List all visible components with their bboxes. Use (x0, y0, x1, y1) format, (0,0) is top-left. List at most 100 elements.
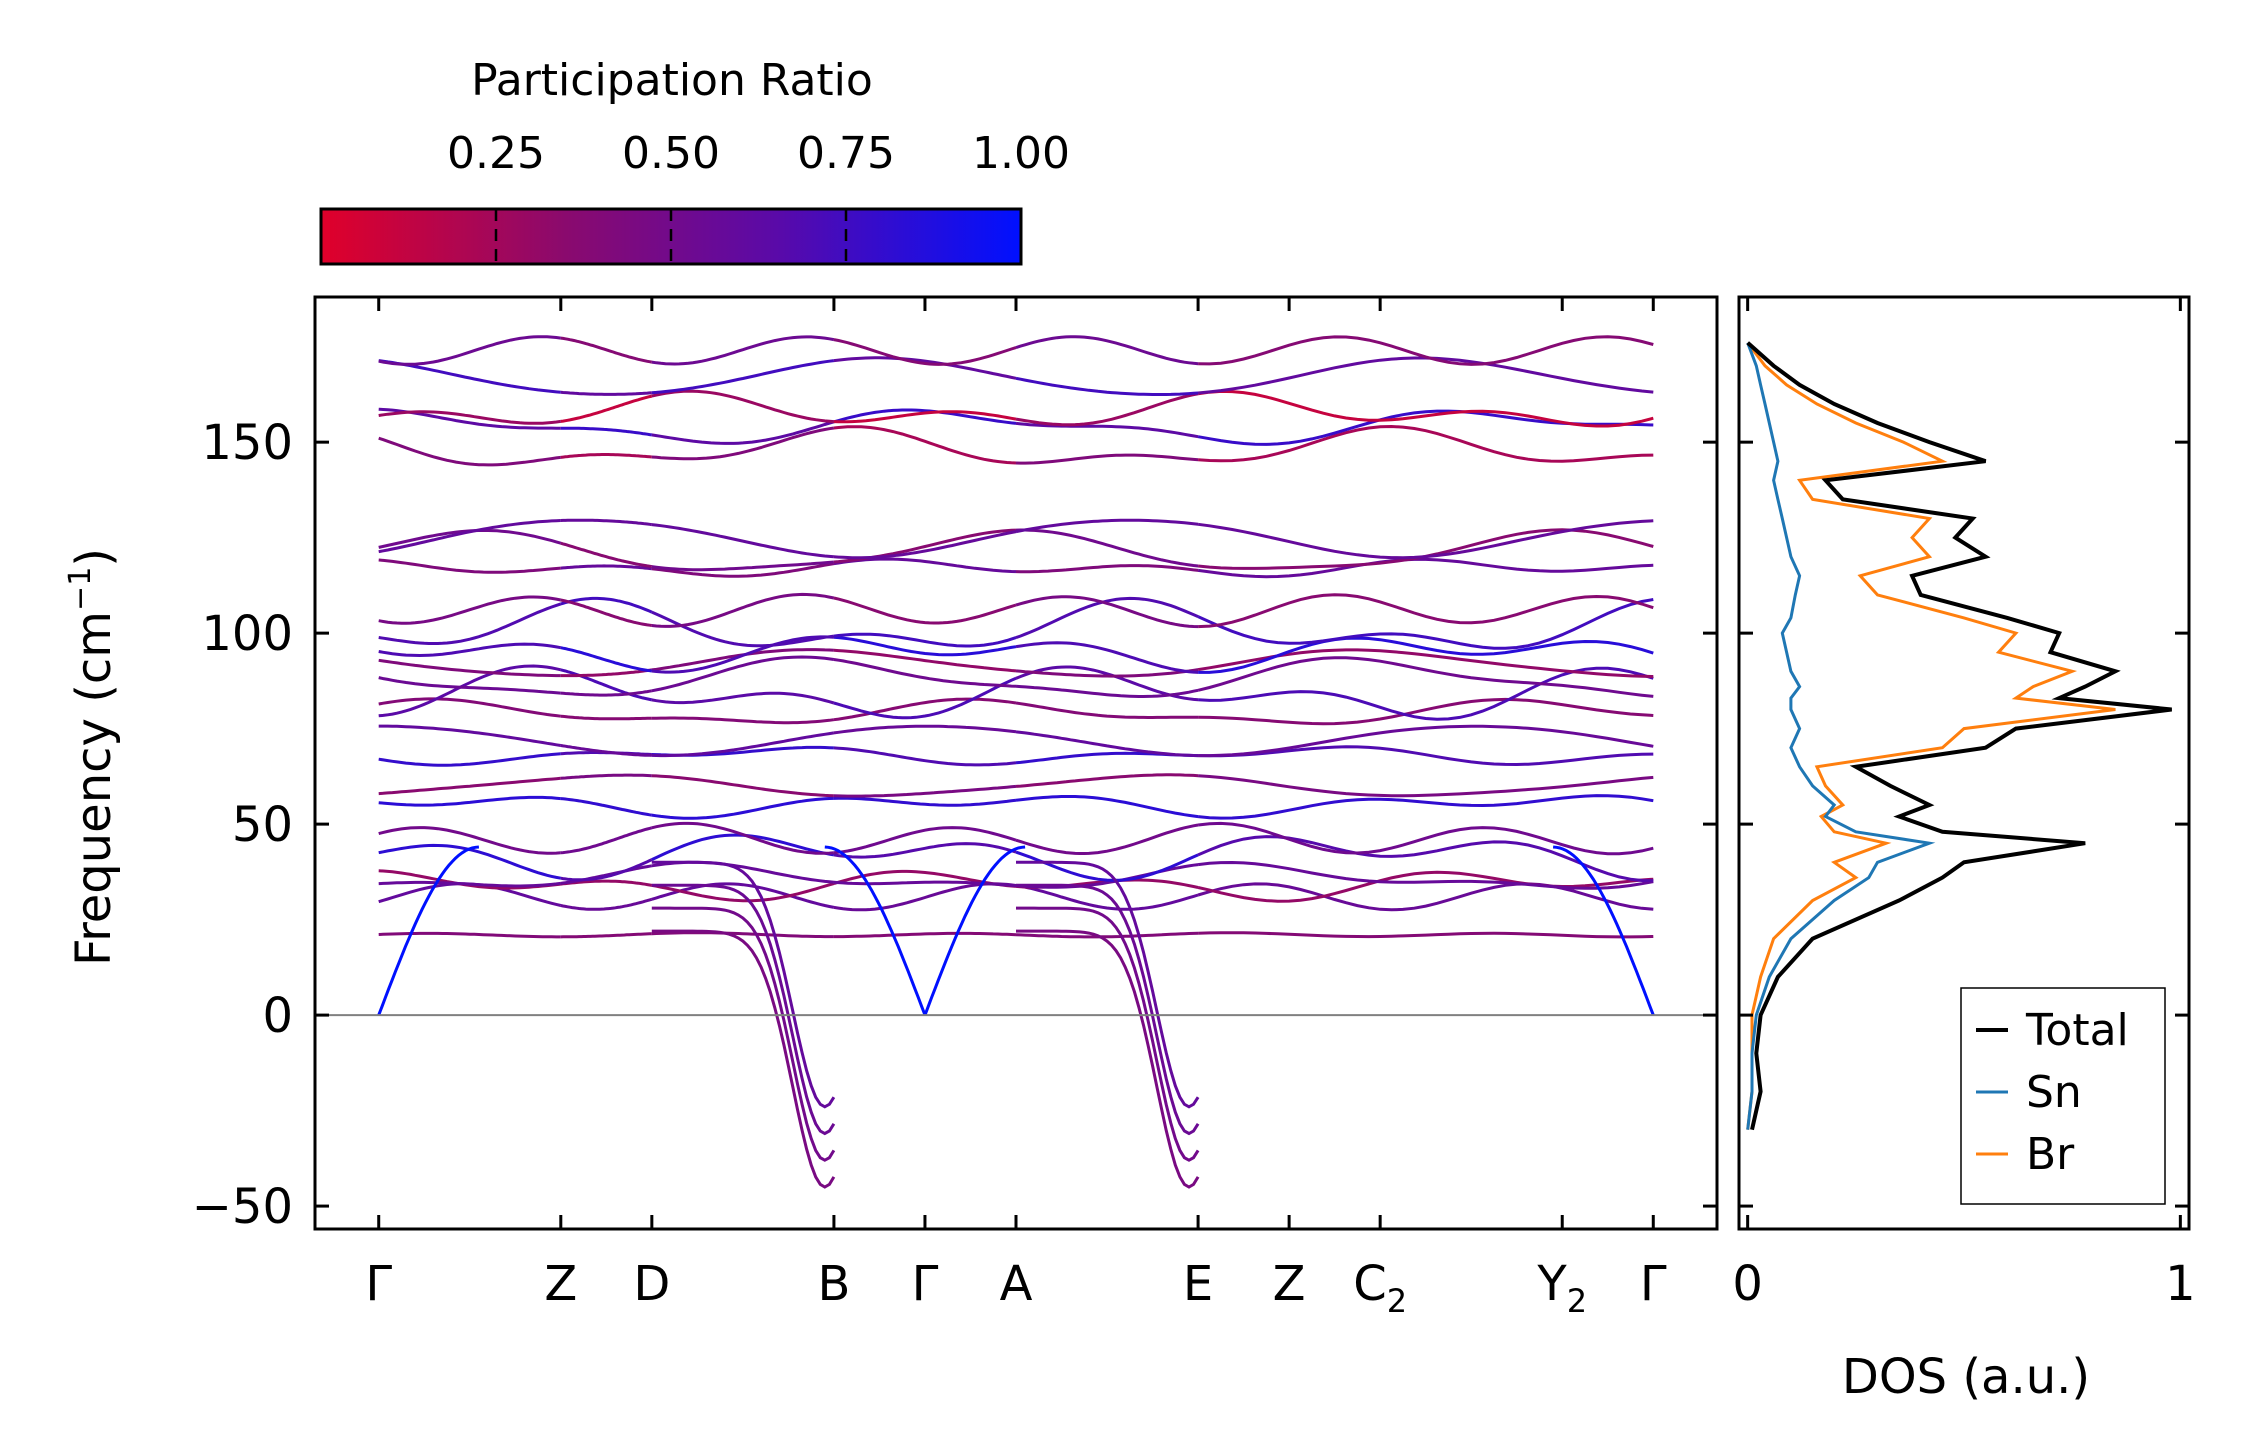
phonon-band (1015, 518, 1199, 534)
phonon-band (833, 676, 1017, 720)
high-symmetry-label: Z (1273, 1256, 1306, 1312)
phonon-band (1198, 424, 1654, 463)
phonon-band (378, 410, 561, 425)
phonon-band (651, 562, 835, 578)
phonon-band (1198, 931, 1654, 939)
phonon-band (378, 931, 561, 939)
phonon-band (378, 664, 562, 718)
phonon-band (378, 558, 561, 574)
phonon-band (1197, 389, 1654, 428)
phonon-band (1198, 593, 1654, 629)
phonon-band (1197, 870, 1654, 903)
y-axis-label-text: Frequency (cm (66, 611, 122, 966)
phonon-band (1197, 557, 1654, 579)
phonon-band (560, 646, 653, 673)
phonon-band (833, 724, 1017, 735)
soft-mode-band (1016, 883, 1200, 1136)
y-tick-label: −50 (192, 1179, 293, 1235)
phonon-band (1015, 884, 1199, 911)
phonon-band (833, 882, 1017, 912)
phonon-band (833, 880, 1017, 888)
dos-x-axis-label: DOS (a.u.) (1842, 1349, 2090, 1405)
acoustic-branch (923, 845, 1026, 1016)
phonon-band (378, 436, 561, 467)
phonon-band (1015, 684, 1199, 698)
phonon-band (1198, 697, 1654, 726)
phonon-band (651, 560, 835, 572)
phonon-band (1197, 656, 1654, 698)
colorbar: Participation Ratio 0.25 0.50 0.75 1.00 (319, 55, 1070, 266)
band-y-axis: −50 0 50 100 150 (192, 415, 1717, 1235)
phonon-band (560, 541, 653, 569)
phonon-bands (377, 335, 1655, 1189)
soft-mode-band (1016, 929, 1200, 1189)
dos-curve-br (1746, 341, 2116, 1130)
phonon-band (1015, 335, 1199, 366)
phonon-band (378, 642, 562, 658)
phonon-band (651, 523, 835, 559)
phonon-band (560, 932, 652, 939)
phonon-band (1015, 595, 1199, 629)
phonon-band (1015, 596, 1199, 640)
phonon-band (378, 826, 561, 855)
phonon-band (1015, 528, 1199, 568)
phonon-band (833, 408, 1017, 425)
legend-label: Total (2025, 1005, 2129, 1056)
high-symmetry-label: Γ (912, 1256, 939, 1312)
phonon-band (560, 879, 653, 887)
legend: Total Sn Br (1960, 987, 2166, 1205)
phonon-band (833, 648, 1017, 673)
phonon-band (1197, 860, 1654, 890)
phonon-band (833, 826, 1017, 855)
phonon-band (1015, 795, 1199, 819)
phonon-band (651, 335, 835, 366)
dos-curves (1746, 341, 2172, 1131)
colorbar-tick-label: 1.00 (972, 128, 1070, 179)
phonon-band (1198, 666, 1654, 721)
phonon-band (1198, 636, 1654, 674)
high-symmetry-label: D (633, 1256, 670, 1312)
colorbar-label: Participation Ratio (471, 55, 873, 106)
phonon-band (560, 773, 652, 780)
phonon-band (378, 519, 561, 554)
phonon-band (833, 697, 1017, 722)
phonon-band (378, 335, 561, 366)
phonon-band (833, 530, 1017, 560)
acoustic-branch (824, 845, 927, 1016)
colorbar-tick-label: 0.50 (622, 128, 720, 179)
phonon-band (651, 426, 835, 461)
phonon-band (560, 826, 653, 855)
phonon-band (651, 691, 835, 705)
phonon-band (651, 833, 835, 861)
phonon-band (1015, 823, 1199, 855)
phonon-band (833, 784, 1017, 798)
phonon-band (1197, 821, 1654, 856)
phonon-band (651, 774, 834, 798)
phonon-band (833, 842, 1017, 859)
band-x-axis: Γ Z D B Γ A E Z C2 Y2 Γ (365, 297, 1667, 1320)
y-tick-label: 0 (262, 988, 293, 1044)
phonon-band (1198, 335, 1654, 366)
dos-x-tick-label: 0 (1732, 1256, 1763, 1312)
soft-mode-band (651, 860, 836, 1109)
high-symmetry-label: Γ (1640, 1256, 1667, 1312)
phonon-band (1197, 774, 1654, 798)
phonon-band (833, 596, 1017, 625)
phonon-band (378, 595, 562, 625)
phonon-band (1197, 519, 1654, 560)
phonon-band (651, 796, 834, 820)
acoustic-branch (1552, 845, 1655, 1016)
y-axis-label-close: ) (66, 548, 122, 567)
high-symmetry-subscript: 2 (1567, 1282, 1587, 1320)
high-symmetry-label: B (817, 1256, 850, 1312)
phonon-band (560, 714, 652, 721)
phonon-band (1198, 724, 1654, 758)
phonon-band (560, 668, 653, 678)
phonon-band (560, 453, 652, 459)
phonon-band (651, 635, 834, 674)
phonon-band (651, 359, 835, 395)
phonon-band (833, 410, 1017, 424)
phonon-band (378, 724, 562, 747)
phonon-band (651, 420, 835, 445)
